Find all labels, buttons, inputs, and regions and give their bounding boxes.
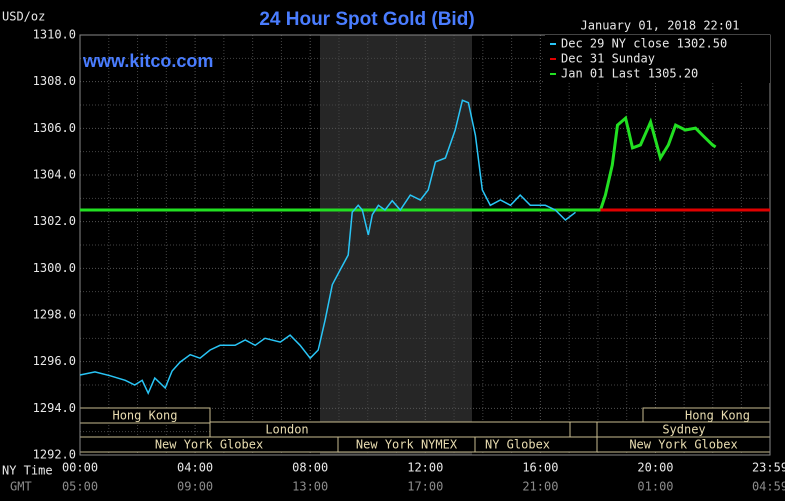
- session-label: Hong Kong: [685, 409, 750, 423]
- timestamp: January 01, 2018 22:01: [581, 19, 740, 33]
- legend-label: Dec 29 NY close 1302.50: [561, 37, 727, 51]
- series-line: [80, 115, 717, 212]
- x2-tick-label: 05:00: [62, 480, 98, 494]
- y-tick-label: 1296.0: [33, 354, 76, 368]
- session-label: New York NYMEX: [356, 438, 458, 452]
- x-tick-label: 23:59: [752, 461, 785, 475]
- x2-tick-label: 21:00: [522, 480, 558, 494]
- x2-tick-label: 13:00: [292, 480, 328, 494]
- legend-box: [545, 35, 770, 83]
- session-box: [209, 421, 571, 438]
- series-line: [79, 99, 576, 396]
- y-tick-label: 1308.0: [33, 74, 76, 88]
- y-tick-label: 1300.0: [33, 261, 76, 275]
- y-tick-label: 1306.0: [33, 121, 76, 135]
- x2-tick-label: 09:00: [177, 480, 213, 494]
- y-tick-label: 1302.0: [33, 214, 76, 228]
- session-label: London: [265, 423, 308, 437]
- x2-tick-label: 04:59: [752, 480, 785, 494]
- x-tick-label: 12:00: [407, 461, 443, 475]
- chart-title: 24 Hour Spot Gold (Bid): [259, 9, 474, 30]
- y-tick-label: 1294.0: [33, 401, 76, 415]
- session-label: NY Globex: [485, 438, 550, 452]
- session-label: New York Globex: [155, 438, 263, 452]
- y-tick-label: 1304.0: [33, 168, 76, 182]
- session-label: New York Globex: [629, 438, 737, 452]
- y-tick-label: 1292.0: [33, 448, 76, 462]
- y-axis-label: USD/oz: [2, 10, 45, 24]
- x-tick-label: 20:00: [637, 461, 673, 475]
- x-tick-label: 08:00: [292, 461, 328, 475]
- x-axis-label: NY Time: [2, 464, 53, 478]
- x-tick-label: 04:00: [177, 461, 213, 475]
- legend-label: Dec 31 Sunday: [561, 52, 655, 66]
- x2-axis-label: GMT: [10, 480, 32, 494]
- session-label: Sydney: [662, 423, 705, 437]
- y-tick-label: 1310.0: [33, 28, 76, 42]
- legend-label: Jan 01 Last 1305.20: [561, 67, 698, 81]
- x-tick-label: 00:00: [62, 461, 98, 475]
- x2-tick-label: 01:00: [637, 480, 673, 494]
- x2-tick-label: 17:00: [407, 480, 443, 494]
- session-label: Hong Kong: [112, 409, 177, 423]
- site-label: www.kitco.com: [82, 51, 213, 71]
- x-tick-label: 16:00: [522, 461, 558, 475]
- y-tick-label: 1298.0: [33, 308, 76, 322]
- plot-frame: [79, 34, 771, 456]
